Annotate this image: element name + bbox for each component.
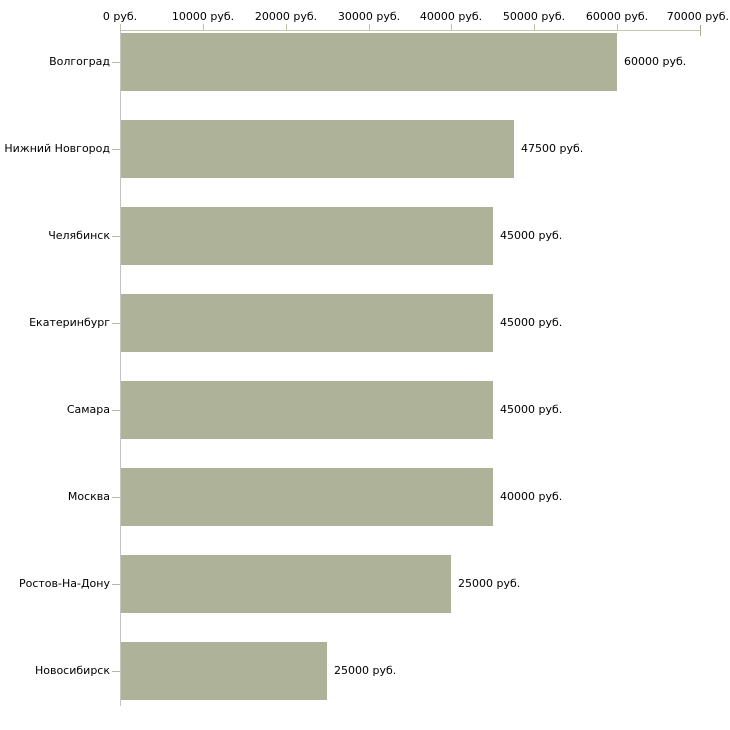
- bar: [121, 207, 493, 265]
- x-axis-tick: [451, 24, 452, 31]
- x-axis-tick-label: 40000 руб.: [419, 10, 483, 23]
- x-axis-tick: [203, 24, 204, 31]
- x-axis-tick-label: 70000 руб.: [666, 10, 729, 23]
- bar: [121, 468, 493, 526]
- y-axis-tick: [112, 671, 120, 672]
- bar: [121, 294, 493, 352]
- x-axis-tick-label: 10000 руб.: [171, 10, 235, 23]
- value-label: 47500 руб.: [521, 142, 584, 155]
- bar: [121, 120, 514, 178]
- category-label: Самара: [66, 403, 110, 416]
- bar: [121, 555, 451, 613]
- bar: [121, 381, 493, 439]
- value-label: 25000 руб.: [334, 664, 397, 677]
- category-label: Нижний Новгород: [4, 142, 110, 155]
- category-label: Москва: [67, 490, 110, 503]
- value-label: 45000 руб.: [500, 316, 563, 329]
- x-axis-tick: [369, 24, 370, 31]
- y-axis-tick: [112, 62, 120, 63]
- x-axis-tick: [534, 24, 535, 31]
- x-axis-tick-label: 30000 руб.: [337, 10, 401, 23]
- x-axis-end-tick: [700, 25, 701, 36]
- y-axis-tick: [112, 149, 120, 150]
- x-axis-tick: [286, 24, 287, 31]
- x-axis-tick-label: 0 руб.: [102, 10, 138, 23]
- y-axis-tick: [112, 497, 120, 498]
- value-label: 45000 руб.: [500, 403, 563, 416]
- x-axis-tick-label: 20000 руб.: [254, 10, 318, 23]
- y-axis-tick: [112, 584, 120, 585]
- x-axis-tick: [120, 24, 121, 31]
- value-label: 40000 руб.: [500, 490, 563, 503]
- value-label: 45000 руб.: [500, 229, 563, 242]
- x-axis-tick-label: 60000 руб.: [585, 10, 649, 23]
- y-axis-tick: [112, 410, 120, 411]
- bar: [121, 33, 617, 91]
- y-axis-tick: [112, 323, 120, 324]
- category-label: Ростов-На-Дону: [18, 577, 110, 590]
- value-label: 25000 руб.: [458, 577, 521, 590]
- value-label: 60000 руб.: [624, 55, 687, 68]
- x-axis-tick-label: 50000 руб.: [502, 10, 566, 23]
- category-label: Волгоград: [49, 55, 110, 68]
- category-label: Челябинск: [48, 229, 110, 242]
- y-axis-line: [120, 30, 121, 706]
- category-label: Новосибирск: [34, 664, 110, 677]
- x-axis-line: [120, 30, 700, 31]
- y-axis-tick: [112, 236, 120, 237]
- category-label: Екатеринбург: [29, 316, 110, 329]
- bar: [121, 642, 327, 700]
- x-axis-tick: [617, 24, 618, 31]
